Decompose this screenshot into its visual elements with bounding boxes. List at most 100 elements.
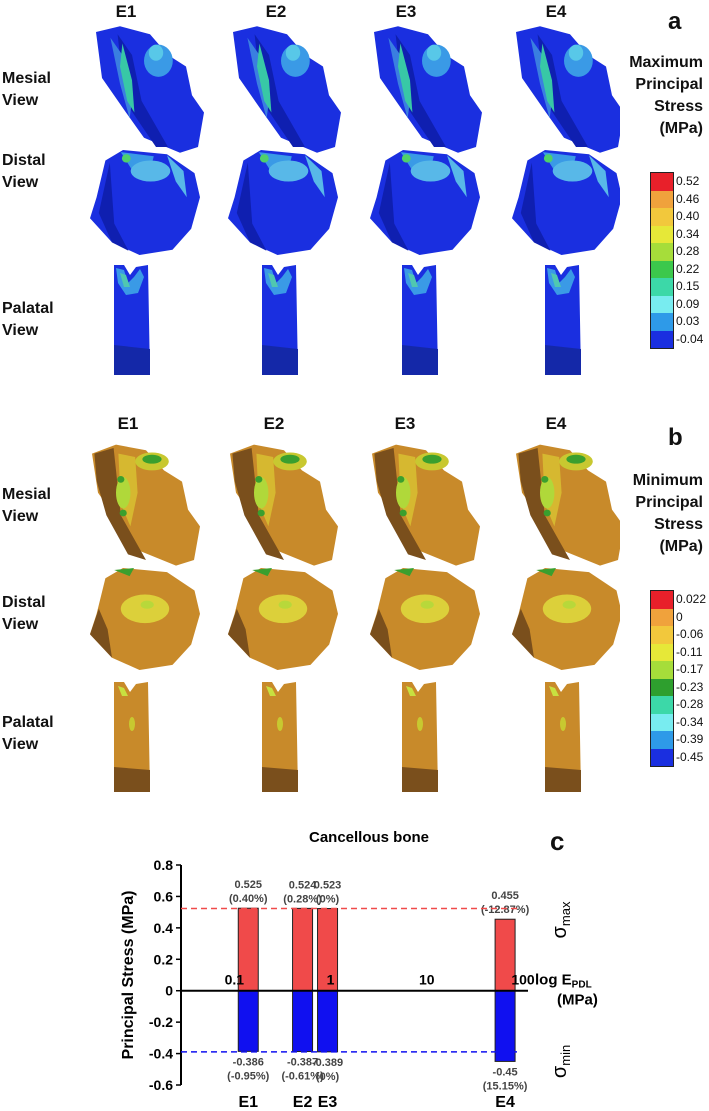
legend-title-line: (MPa) <box>659 120 703 137</box>
min-value-label: -0.386 <box>233 1056 264 1068</box>
legend-b-tick-label: -0.11 <box>676 644 703 659</box>
mesial-model-e4 <box>516 444 620 566</box>
legend-b-tick-label: -0.06 <box>676 627 704 641</box>
legend-title-line: Stress <box>654 516 703 533</box>
legend-b-swatch <box>651 731 673 749</box>
column-header-e4: E4 <box>545 414 567 433</box>
column-header-e1: E1 <box>117 414 139 433</box>
legend-b-swatch <box>651 748 673 766</box>
row-label-distal: Distal View <box>2 592 46 636</box>
row-label-line: View <box>2 174 39 191</box>
legend-b-tick-label: -0.39 <box>676 732 704 746</box>
panel-letter-c: c <box>550 826 565 856</box>
row-label-line: Palatal <box>2 300 54 317</box>
legend-title-b: Minimum Principal Stress (MPa) <box>633 470 703 558</box>
legend-b-tick-label: 0.022 <box>676 592 707 606</box>
row-label-line: View <box>2 322 39 339</box>
distal-model-e3 <box>370 150 480 255</box>
y-tick-label: 0.4 <box>154 920 174 936</box>
sigma-min-label: σmin <box>549 1045 573 1078</box>
palatal-model-e2 <box>262 682 298 792</box>
y-tick-label: 0 <box>165 983 173 999</box>
panel-b-images <box>90 444 620 792</box>
x-tick-label: 0.1 <box>225 972 245 988</box>
bar-min <box>292 990 314 1053</box>
row-label-mesial: Mesial View <box>2 484 51 528</box>
min-percent-label: (-0.61%) <box>281 1071 324 1083</box>
palatal-model-e4 <box>545 682 581 792</box>
palatal-model-e1 <box>114 265 150 375</box>
y-tick-label: -0.2 <box>149 1014 173 1030</box>
row-label-line: Distal <box>2 152 46 169</box>
row-label-line: View <box>2 736 39 753</box>
legend-title-a: Maximum Principal Stress (MPa) <box>629 52 703 140</box>
palatal-model-e1 <box>114 682 150 792</box>
palatal-model-e4 <box>545 265 581 375</box>
max-value-label: 0.524 <box>289 879 317 891</box>
bar-min <box>237 990 259 1052</box>
legend-b-swatch <box>651 696 673 714</box>
legend-a-tick-label: 0.46 <box>676 191 700 206</box>
legend-a-tick-label: 0.15 <box>676 279 700 293</box>
max-percent-label: (-12.87%) <box>481 904 530 916</box>
legend-a-swatch <box>651 278 673 296</box>
legend-title-line: Principal <box>635 494 703 511</box>
row-label-line: View <box>2 616 39 633</box>
legend-b-swatch <box>651 626 673 644</box>
distal-model-e3 <box>370 568 480 670</box>
legend-b-tick-label: -0.45 <box>676 749 704 764</box>
row-label-line: View <box>2 508 39 525</box>
legend-a-swatch <box>651 190 673 208</box>
legend-a-swatch <box>651 313 673 331</box>
legend-b-swatch <box>651 678 673 696</box>
column-header-e1: E1 <box>115 2 137 21</box>
category-label: E4 <box>495 1094 515 1111</box>
panel-a-images <box>90 26 620 375</box>
legend-a-swatch <box>651 173 673 191</box>
mesial-model-e1 <box>92 444 200 566</box>
y-tick-label: -0.4 <box>149 1046 173 1062</box>
legend-a-swatch <box>651 295 673 313</box>
palatal-model-e3 <box>402 265 438 375</box>
palatal-model-e3 <box>402 682 438 792</box>
x-axis-label: log EPDL <box>535 972 592 991</box>
mesial-model-e4 <box>516 26 620 153</box>
legend-b-tick-label: 0 <box>676 609 683 624</box>
legend-b-tick-label: -0.28 <box>676 697 704 711</box>
distal-model-e1 <box>90 150 200 255</box>
stress-bar-chart: Cancellous bone 0.8 0.6 0.4 0.2 0 -0.2 -0.4 -0.6… <box>120 829 598 1111</box>
legend-b-swatch <box>651 643 673 661</box>
min-value-label: -0.387 <box>287 1057 318 1069</box>
min-value-label: -0.389 <box>312 1057 343 1069</box>
legend-b-swatch <box>651 591 673 609</box>
y-tick-label: 0.2 <box>154 951 174 967</box>
row-label-palatal: Palatal View <box>2 298 54 342</box>
bar-min <box>494 990 516 1062</box>
sigma-min-label-symbol: σ <box>549 1065 571 1078</box>
legend-a-tick-label: 0.22 <box>676 261 700 276</box>
legend-a-swatch <box>651 330 673 348</box>
column-header-e2: E2 <box>263 414 285 433</box>
min-value-label: -0.45 <box>493 1066 518 1078</box>
x-axis-unit: (MPa) <box>557 992 598 1009</box>
y-tick-label: -0.6 <box>149 1077 173 1093</box>
legend-a-swatch <box>651 208 673 226</box>
legend-title-line: Minimum <box>632 472 703 489</box>
legend-b-swatch <box>651 713 673 731</box>
y-axis-label: Principal Stress (MPa) <box>120 891 137 1060</box>
distal-model-e4 <box>512 150 620 255</box>
mesial-model-e3 <box>372 444 480 566</box>
column-header-e4: E4 <box>545 2 567 21</box>
row-label-line: Mesial <box>2 70 51 87</box>
legend-a-swatch <box>651 260 673 278</box>
min-percent-label: (15.15%) <box>483 1080 528 1092</box>
row-label-line: Mesial <box>2 486 51 503</box>
row-label-line: View <box>2 92 39 109</box>
color-legend-a: 0.52 0.46 0.40 0.34 0.28 0.22 0.15 0.09 0.03 -0.0… <box>650 172 709 352</box>
x-tick-label: 10 <box>419 972 435 988</box>
legend-a-swatch <box>651 243 673 261</box>
distal-model-e2 <box>228 568 338 670</box>
mesial-model-e2 <box>233 26 341 153</box>
category-label: E2 <box>293 1094 313 1111</box>
y-tick-label: 0.6 <box>154 888 174 904</box>
